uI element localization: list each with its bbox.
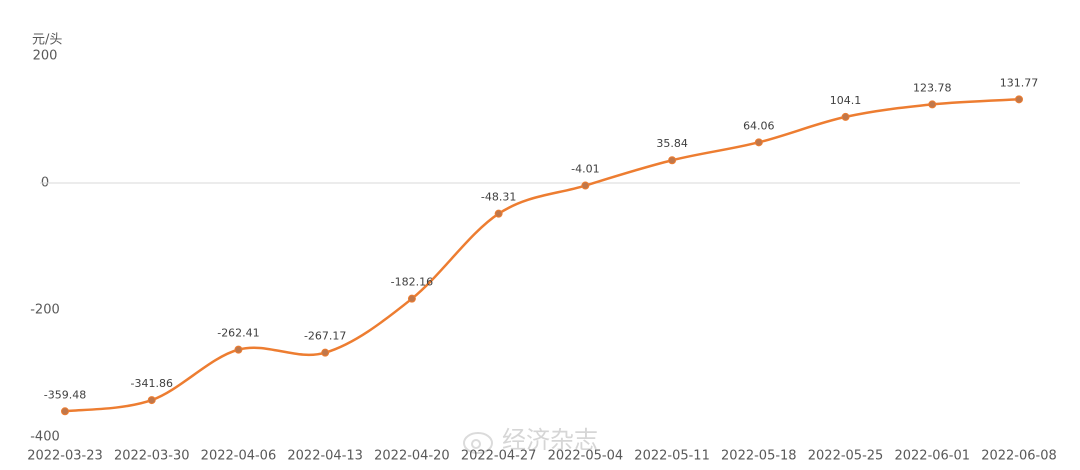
point (407, 294, 416, 303)
y-tick-label: -400 (30, 430, 60, 445)
y-tick-label: -200 (30, 303, 60, 318)
y-tick-label: 200 (33, 49, 58, 64)
point (1015, 95, 1023, 104)
point (61, 407, 69, 416)
point (147, 396, 156, 405)
data-label: -267.17 (304, 330, 346, 343)
data-label: 104.1 (830, 94, 862, 107)
x-tick-label: 2022-05-11 (634, 449, 710, 464)
line (64, 98, 1020, 413)
data-label: 35.84 (656, 137, 688, 150)
point (668, 156, 677, 165)
x-tick-label: 2022-05-25 (808, 449, 884, 464)
x-tick-label: 2022-05-04 (548, 449, 624, 464)
point (321, 348, 330, 357)
watermark: 经济杂志 (502, 426, 598, 454)
watermark-icon (463, 432, 493, 454)
data-label: -4.01 (571, 163, 599, 176)
point (841, 112, 850, 121)
x-tick-label: 2022-04-27 (461, 449, 537, 464)
x-tick-label: 2022-06-08 (981, 449, 1057, 464)
point (754, 138, 763, 147)
data-label: -262.41 (217, 327, 259, 340)
x-tick-label: 2022-05-18 (721, 449, 797, 464)
data-label: 131.77 (1000, 76, 1039, 89)
data-label: -48.31 (481, 191, 516, 204)
point (234, 345, 243, 354)
data-label: -182.16 (391, 276, 433, 289)
x-tick-label: 2022-04-06 (201, 449, 277, 464)
x-tick-label: 2022-04-13 (287, 449, 363, 464)
point (581, 181, 590, 190)
data-label: 123.78 (913, 81, 952, 94)
data-label: 64.06 (743, 119, 775, 132)
point (928, 100, 937, 109)
x-tick-label: 2022-04-20 (374, 449, 450, 464)
data-label: -341.86 (130, 377, 172, 390)
x-tick-label: 2022-06-01 (894, 449, 970, 464)
x-tick-label: 2022-03-23 (27, 449, 103, 464)
point (494, 209, 503, 218)
data-label: -359.48 (44, 388, 86, 401)
y-unit: 元/头 (32, 33, 62, 48)
x-tick-label: 2022-03-30 (114, 449, 190, 464)
